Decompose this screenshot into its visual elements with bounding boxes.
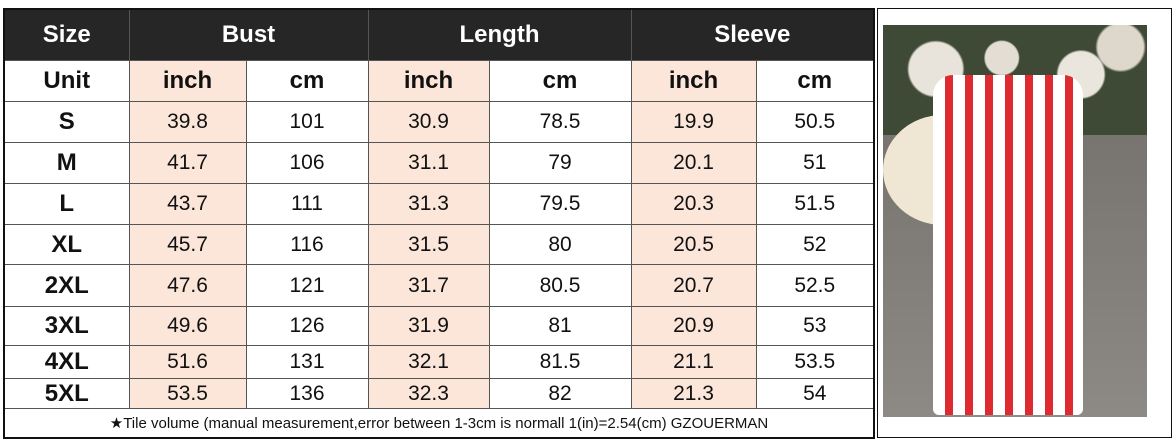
sl-in-cell: 20.3 (630, 183, 757, 225)
bust-in-cell: 41.7 (128, 142, 247, 184)
size-cell: 3XL (3, 306, 130, 346)
table-row: 4XL 51.6 131 32.1 81.5 21.1 53.5 (3, 345, 875, 379)
bust-in-cell: 53.5 (128, 378, 247, 409)
sl-cm-cell: 50.5 (755, 101, 875, 143)
len-in-cell: 31.7 (367, 264, 490, 307)
table-row: 2XL 47.6 121 31.7 80.5 20.7 52.5 (3, 264, 875, 307)
bust-in-cell: 45.7 (128, 224, 247, 265)
size-header: Size (3, 8, 130, 61)
bust-in-cell: 49.6 (128, 306, 247, 346)
table-row: L 43.7 111 31.3 79.5 20.3 51.5 (3, 183, 875, 225)
sl-cm-cell: 53.5 (755, 345, 875, 379)
len-cm-cell: 81.5 (488, 345, 632, 379)
table-row: 3XL 49.6 126 31.9 81 20.9 53 (3, 306, 875, 346)
header-row: Size Bust Length Sleeve (3, 8, 875, 61)
len-in-cell: 32.3 (367, 378, 490, 409)
bust-cm-cell: 121 (245, 264, 369, 307)
sl-in-cell: 20.1 (630, 142, 757, 184)
bust-cm-cell: 106 (245, 142, 369, 184)
len-cm-cell: 81 (488, 306, 632, 346)
len-in-cell: 31.9 (367, 306, 490, 346)
unit-row: Unit inch cm inch cm inch cm (3, 60, 875, 102)
bust-cm-cell: 126 (245, 306, 369, 346)
sl-in-cell: 20.5 (630, 224, 757, 265)
unit-cm: cm (755, 60, 875, 102)
len-cm-cell: 79 (488, 142, 632, 184)
unit-inch: inch (630, 60, 757, 102)
sl-cm-cell: 53 (755, 306, 875, 346)
table-row: M 41.7 106 31.1 79 20.1 51 (3, 142, 875, 184)
table-row: 5XL 53.5 136 32.3 82 21.3 54 (3, 378, 875, 409)
bust-cm-cell: 136 (245, 378, 369, 409)
unit-inch: inch (367, 60, 490, 102)
table-row: S 39.8 101 30.9 78.5 19.9 50.5 (3, 101, 875, 143)
size-cell: M (3, 142, 130, 184)
bust-cm-cell: 101 (245, 101, 369, 143)
unit-cm: cm (488, 60, 632, 102)
len-in-cell: 30.9 (367, 101, 490, 143)
len-cm-cell: 80.5 (488, 264, 632, 307)
len-in-cell: 31.3 (367, 183, 490, 225)
sl-cm-cell: 52.5 (755, 264, 875, 307)
len-in-cell: 31.5 (367, 224, 490, 265)
sl-in-cell: 20.9 (630, 306, 757, 346)
sleeve-header: Sleeve (630, 8, 875, 61)
bust-cm-cell: 111 (245, 183, 369, 225)
bust-in-cell: 47.6 (128, 264, 247, 307)
striped-shirt (933, 75, 1083, 415)
sl-in-cell: 20.7 (630, 264, 757, 307)
footer-row: ★Tile volume (manual measurement,error b… (3, 408, 875, 439)
bust-cm-cell: 131 (245, 345, 369, 379)
bust-header: Bust (128, 8, 369, 61)
unit-cm: cm (245, 60, 369, 102)
sl-cm-cell: 51.5 (755, 183, 875, 225)
bust-in-cell: 39.8 (128, 101, 247, 143)
bust-in-cell: 51.6 (128, 345, 247, 379)
len-cm-cell: 78.5 (488, 101, 632, 143)
size-cell: L (3, 183, 130, 225)
sl-cm-cell: 51 (755, 142, 875, 184)
len-cm-cell: 79.5 (488, 183, 632, 225)
size-cell: S (3, 101, 130, 143)
unit-label: Unit (3, 60, 130, 102)
size-cell: XL (3, 224, 130, 265)
striped-shirt-image (883, 25, 1147, 417)
table-row: XL 45.7 116 31.5 80 20.5 52 (3, 224, 875, 265)
unit-inch: inch (128, 60, 247, 102)
sl-in-cell: 21.1 (630, 345, 757, 379)
footer-note: ★Tile volume (manual measurement,error b… (3, 408, 875, 439)
sl-cm-cell: 54 (755, 378, 875, 409)
size-chart-table: Size Bust Length Sleeve Unit inch cm inc… (3, 8, 876, 439)
size-cell: 5XL (3, 378, 130, 409)
len-in-cell: 32.1 (367, 345, 490, 379)
product-photo (877, 8, 1172, 438)
bust-in-cell: 43.7 (128, 183, 247, 225)
sl-in-cell: 19.9 (630, 101, 757, 143)
length-header: Length (367, 8, 632, 61)
sl-cm-cell: 52 (755, 224, 875, 265)
len-cm-cell: 80 (488, 224, 632, 265)
sl-in-cell: 21.3 (630, 378, 757, 409)
bust-cm-cell: 116 (245, 224, 369, 265)
size-cell: 2XL (3, 264, 130, 307)
len-in-cell: 31.1 (367, 142, 490, 184)
len-cm-cell: 82 (488, 378, 632, 409)
size-cell: 4XL (3, 345, 130, 379)
